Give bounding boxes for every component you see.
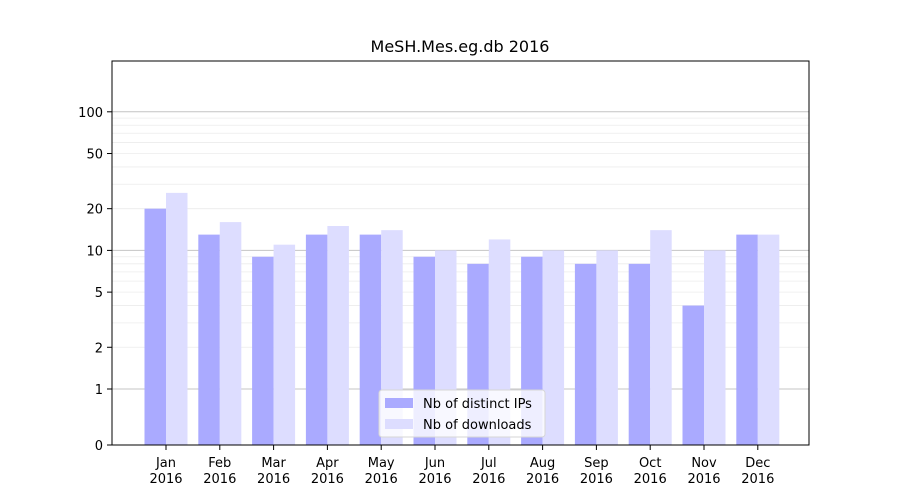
x-tick-label-year: 2016 bbox=[741, 472, 774, 487]
x-tick-label-year: 2016 bbox=[418, 472, 451, 487]
x-tick-label-year: 2016 bbox=[472, 472, 505, 487]
legend-label: Nb of downloads bbox=[423, 418, 532, 433]
x-tick-label-year: 2016 bbox=[365, 472, 398, 487]
bar-distinct-ips-oct bbox=[628, 263, 651, 445]
x-tick-label-month: Nov bbox=[691, 456, 717, 471]
x-tick-label-year: 2016 bbox=[526, 472, 559, 487]
bar-downloads-oct bbox=[650, 230, 672, 445]
legend-label: Nb of distinct IPs bbox=[423, 397, 532, 412]
bar-downloads-jan bbox=[166, 192, 188, 445]
x-tick-label-month: Dec bbox=[745, 456, 770, 471]
bar-downloads-feb bbox=[219, 222, 242, 445]
y-tick-label: 5 bbox=[95, 286, 103, 301]
y-tick-label: 2 bbox=[95, 341, 103, 356]
bar-downloads-mar bbox=[273, 244, 296, 445]
x-tick-label-month: Feb bbox=[208, 456, 231, 471]
y-tick-label: 0 bbox=[95, 439, 103, 454]
bar-distinct-ips-jan bbox=[144, 208, 166, 445]
bar-downloads-dec bbox=[757, 234, 780, 445]
x-tick-label-year: 2016 bbox=[203, 472, 236, 487]
legend-swatch bbox=[385, 398, 413, 408]
bar-downloads-nov bbox=[704, 250, 726, 445]
x-tick-label-month: Jun bbox=[424, 456, 445, 471]
x-tick-label-year: 2016 bbox=[311, 472, 344, 487]
x-tick-label-month: Apr bbox=[316, 456, 339, 471]
bar-downloads-sep bbox=[596, 250, 618, 445]
bar-downloads-apr bbox=[327, 225, 349, 445]
bar-distinct-ips-dec bbox=[736, 234, 758, 445]
x-tick-label-month: Sep bbox=[584, 456, 609, 471]
y-tick-label: 100 bbox=[78, 106, 103, 121]
plot-frame bbox=[111, 60, 810, 446]
x-tick-label-month: May bbox=[368, 456, 395, 471]
y-tick-label: 20 bbox=[86, 203, 103, 218]
y-tick-label: 1 bbox=[95, 383, 103, 398]
x-tick-label-year: 2016 bbox=[634, 472, 667, 487]
bar-distinct-ips-nov bbox=[682, 305, 704, 445]
legend: Nb of distinct IPs Nb of downloads bbox=[378, 389, 546, 438]
y-tick-label: 10 bbox=[86, 244, 103, 259]
bar-distinct-ips-may bbox=[359, 234, 382, 445]
x-axis: Jan2016Feb2016Mar2016Apr2016May2016Jun20… bbox=[149, 445, 774, 487]
legend-box bbox=[378, 389, 546, 438]
x-tick-label-month: Oct bbox=[639, 456, 661, 471]
x-tick-label-year: 2016 bbox=[149, 472, 182, 487]
x-tick-label-month: Jan bbox=[155, 456, 176, 471]
y-tick-label: 50 bbox=[86, 148, 103, 163]
bar-distinct-ips-feb bbox=[198, 234, 220, 445]
chart-title: MeSH.Mes.eg.db 2016 bbox=[371, 37, 550, 56]
bar-distinct-ips-sep bbox=[574, 263, 597, 445]
bar-distinct-ips-mar bbox=[252, 256, 274, 445]
x-tick-label-month: Mar bbox=[261, 456, 286, 471]
legend-swatch bbox=[385, 419, 413, 429]
y-axis: 0 1 2 5 10 20 50 100 bbox=[78, 106, 112, 454]
x-tick-label-month: Aug bbox=[530, 456, 555, 471]
bar-distinct-ips-apr bbox=[305, 234, 328, 445]
x-tick-label-year: 2016 bbox=[687, 472, 720, 487]
x-tick-label-month: Jul bbox=[480, 456, 497, 471]
x-tick-label-year: 2016 bbox=[257, 472, 290, 487]
x-tick-label-year: 2016 bbox=[580, 472, 613, 487]
bar-downloads-aug bbox=[542, 250, 565, 445]
